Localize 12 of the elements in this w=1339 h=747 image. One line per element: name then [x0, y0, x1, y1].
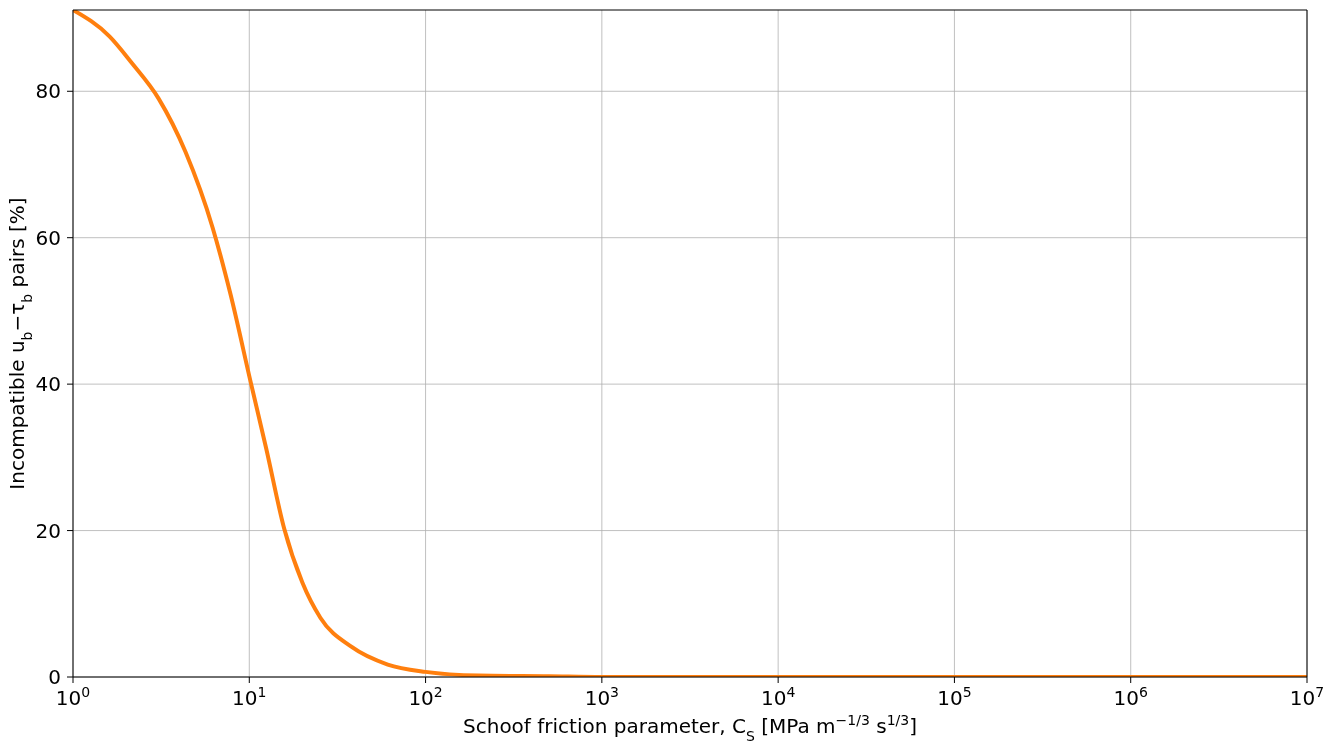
y-tick-label: 80: [35, 79, 61, 104]
x-tick-label: 10$^{7}$: [1289, 684, 1325, 710]
x-tick-label: 10$^{2}$: [408, 684, 443, 710]
y-tick-label: 60: [35, 225, 61, 250]
x-tick-label: 10$^{6}$: [1113, 684, 1148, 710]
x-tick-label: 10$^{5}$: [937, 684, 972, 710]
x-tick-label: 10$^{4}$: [760, 684, 796, 710]
x-axis-title: Schoof friction parameter, C$_{S}$ [MPa m$^{−1/3}$ s$^{1/3}$]: [463, 712, 917, 744]
y-tick-label: 40: [35, 372, 61, 397]
x-tick-label: 10$^{1}$: [232, 684, 267, 710]
y-tick-label: 20: [35, 518, 61, 543]
x-tick-label: 10$^{3}$: [584, 684, 620, 710]
